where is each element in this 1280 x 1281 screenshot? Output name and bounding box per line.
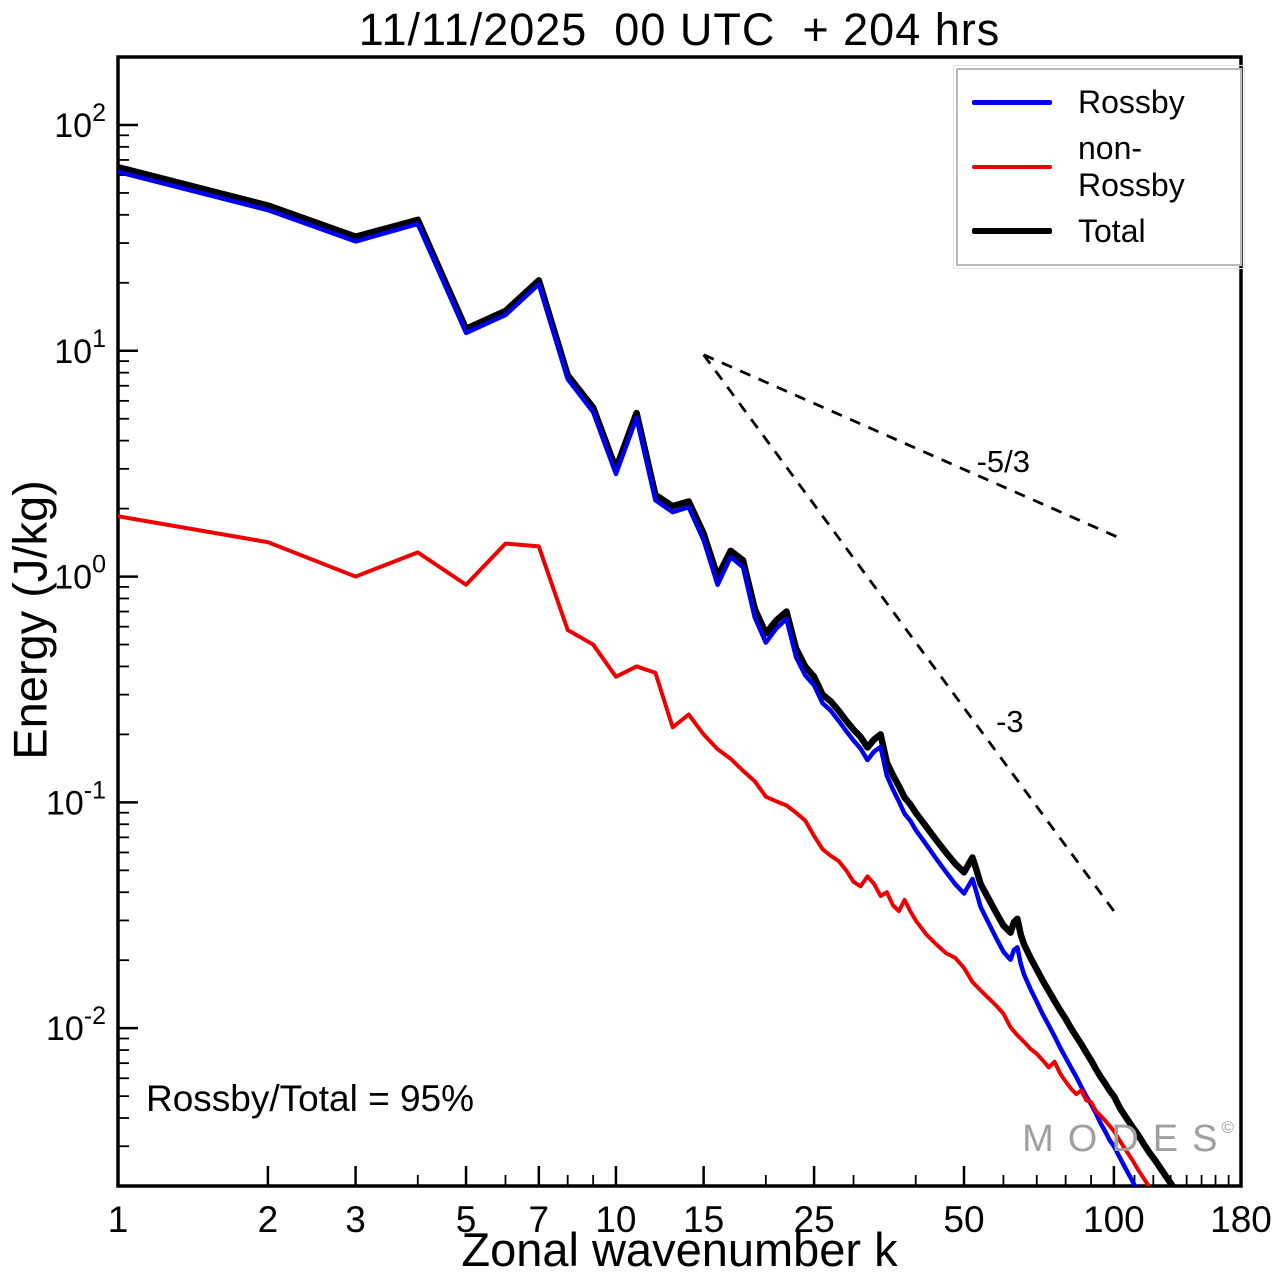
x-tick-label: 3: [345, 1199, 366, 1240]
legend: Rossby non-Rossby Total: [953, 65, 1245, 269]
legend-entry: Total: [972, 213, 1240, 250]
x-tick-label: 25: [794, 1199, 835, 1240]
modes-watermark-text: MODES: [1022, 1118, 1232, 1160]
x-axis-label: Zonal wavenumber k: [461, 1223, 898, 1276]
y-tick-label: 100: [54, 551, 106, 597]
x-tick-label: 7: [529, 1199, 550, 1240]
x-tick-label: 180: [1210, 1199, 1272, 1240]
slope-label: -3: [996, 704, 1024, 739]
y-tick-label: 10-1: [46, 776, 106, 822]
modes-watermark: MODES©: [1022, 1118, 1234, 1161]
slope-reference-line: [702, 353, 1116, 912]
series-rossby: [118, 169, 1138, 1186]
legend-label: Total: [1078, 212, 1146, 249]
x-tick-label: 50: [943, 1199, 984, 1240]
legend-label: non-Rossby: [1078, 129, 1185, 203]
legend-entry: Rossby: [972, 84, 1240, 121]
plot-frame: [116, 55, 1243, 1188]
y-tick-label: 101: [54, 325, 106, 371]
slope-reference-line: [703, 353, 1126, 542]
x-tick-label: 1: [108, 1199, 129, 1240]
series-total: [118, 163, 1177, 1186]
slope-label: -5/3: [977, 444, 1030, 479]
x-tick-label: 15: [683, 1199, 724, 1240]
legend-entry: non-Rossby: [972, 130, 1240, 204]
legend-swatch: [972, 164, 1052, 169]
x-tick-label: 5: [456, 1199, 477, 1240]
x-tick-label: 100: [1083, 1199, 1145, 1240]
legend-swatch: [972, 100, 1052, 106]
legend-label: Rossby: [1078, 84, 1185, 121]
x-tick-label: 2: [258, 1199, 279, 1240]
chart-title: 11/11/2025 00 UTC + 204 hrs: [358, 4, 1001, 55]
y-tick-label: 102: [54, 99, 106, 145]
copyright-icon: ©: [1221, 1118, 1234, 1137]
x-tick-label: 10: [595, 1199, 636, 1240]
legend-swatch: [972, 228, 1052, 235]
y-tick-label: 10-2: [46, 1002, 106, 1048]
ratio-annotation: Rossby/Total = 95%: [146, 1078, 475, 1119]
series-non-rossby: [118, 514, 1152, 1186]
